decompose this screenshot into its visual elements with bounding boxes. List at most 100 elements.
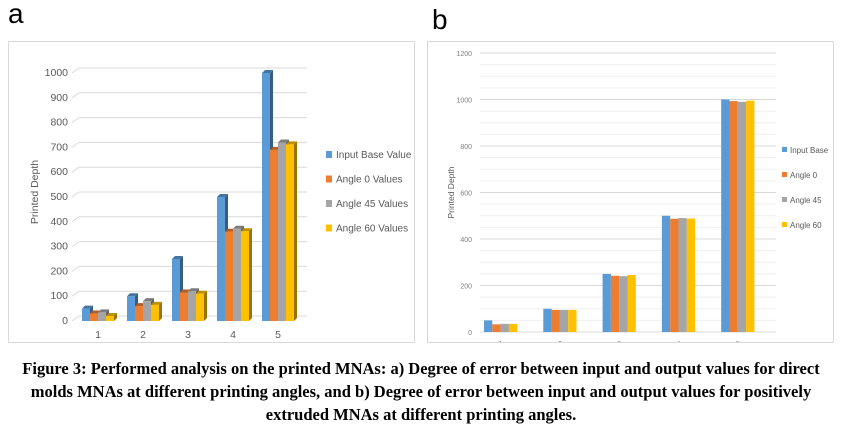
y-tick-label: 600 (460, 191, 472, 198)
gridline-wall (71, 67, 80, 74)
legend-swatch (326, 224, 332, 232)
y-tick-label: 300 (50, 241, 68, 253)
y-tick-label: 1000 (456, 98, 472, 105)
y-tick-label: 100 (50, 290, 68, 302)
x-tick-label: 1 (95, 329, 101, 341)
legend-swatch (782, 147, 787, 152)
bar-2-cat-4 (670, 218, 679, 332)
y-tick-label: 600 (50, 166, 68, 178)
legend-swatch (326, 200, 332, 207)
bar-1-cat-5 (262, 73, 270, 321)
x-tick-label: 5 (736, 341, 740, 342)
bar-top (233, 225, 244, 229)
x-tick-label: 3 (617, 341, 621, 342)
bar-2-cat-3 (610, 275, 620, 332)
gridline-wall (71, 141, 80, 148)
figure-caption: Figure 3: Performed analysis on the prin… (22, 359, 820, 424)
bar-side (294, 141, 297, 321)
bar-1-cat-3 (602, 273, 611, 332)
bar-top (172, 256, 183, 259)
bar-top (143, 298, 154, 302)
chart-a-frame: 0 100 200 300 400 500 600 700 800 900 1000 Printed … (8, 41, 415, 343)
bar-side (114, 313, 117, 321)
chart-b: 0 200 400 600 800 1000 1200 Printed Depth 1 2 3 4 5 I… (446, 51, 829, 348)
legend-label: Angle 0 (790, 171, 818, 180)
bar-3-cat-2 (143, 301, 151, 321)
x-tick-label: 5 (275, 329, 281, 341)
bar-4-cat-1 (508, 323, 518, 332)
bar-3-cat-1 (500, 323, 509, 332)
bar-2-cat-1 (492, 324, 501, 332)
x-tick-label: 2 (140, 329, 146, 341)
bar-top (262, 70, 273, 73)
x-tick-label: 2 (558, 341, 562, 342)
legend-swatch (782, 222, 787, 227)
legend-label: Input Base Value (336, 150, 412, 161)
legend-label: Input Base (790, 146, 829, 155)
x-tick-label: 3 (185, 329, 191, 341)
bar-2-cat-3 (180, 292, 188, 321)
gridline-wall (71, 166, 80, 173)
bar-3-cat-4 (233, 228, 241, 321)
y-tick-label: 400 (50, 216, 68, 228)
bar-top (127, 293, 138, 297)
y-tick-label: 700 (50, 141, 68, 153)
legend-swatch (326, 175, 332, 183)
bar-2-cat-1 (90, 313, 98, 321)
bar-3-cat-3 (188, 291, 196, 321)
y-tick-label: 800 (460, 144, 472, 151)
panel-label-a: a (8, 0, 24, 29)
x-tick-label: 1 (499, 341, 503, 342)
y-tick-label: 0 (62, 315, 68, 327)
gridline-wall (71, 290, 80, 297)
bar-4-cat-2 (151, 304, 159, 321)
bar-1-cat-1 (82, 308, 90, 321)
x-tick-label: 4 (230, 329, 236, 341)
bar-top (82, 305, 93, 309)
bar-1-cat-2 (127, 296, 135, 321)
bar-top (217, 194, 228, 197)
y-tick-label: 200 (50, 265, 68, 277)
bar-top (151, 301, 162, 305)
bar-1-cat-5 (721, 99, 730, 332)
bar-3-cat-5 (737, 101, 747, 332)
legend-label: Angle 60 (790, 221, 822, 230)
gridline-wall (71, 265, 80, 272)
bar-3-cat-4 (678, 218, 687, 332)
gridline-wall (71, 216, 80, 223)
bar-4-cat-5 (746, 100, 755, 332)
bar-top (286, 141, 297, 145)
legend-label: Angle 0 Values (336, 175, 403, 186)
bar-4-cat-4 (686, 218, 696, 332)
y-tick-label: 1000 (45, 67, 69, 79)
y-tick-label: 1200 (456, 51, 472, 58)
bar-side (249, 228, 252, 321)
bar-2-cat-2 (551, 309, 560, 332)
gridline-wall (71, 315, 80, 322)
bar-top (106, 313, 117, 317)
bar-side (204, 290, 207, 321)
gridline-wall (71, 191, 80, 198)
legend-swatch (782, 172, 787, 177)
y-tick-label: 400 (460, 237, 472, 244)
gridline-wall (71, 117, 80, 124)
y-axis-title: Printed Depth (446, 166, 456, 218)
x-tick-label: 4 (677, 341, 681, 342)
bar-2-cat-4 (225, 231, 233, 321)
legend-label: Angle 45 Values (336, 199, 408, 210)
bar-1-cat-1 (484, 320, 493, 332)
bar-2-cat-2 (135, 306, 143, 321)
y-tick-label: 200 (460, 284, 472, 291)
y-tick-label: 500 (50, 191, 68, 203)
bar-4-cat-2 (568, 309, 577, 332)
chart-b-frame: 0 200 400 600 800 1000 1200 Printed Depth 1 2 3 4 5 I… (427, 41, 834, 348)
bar-1-cat-4 (661, 215, 671, 332)
bar-1-cat-2 (543, 308, 552, 332)
bar-2-cat-5 (270, 149, 278, 321)
gridline-wall (71, 92, 80, 99)
chart-a: 0 100 200 300 400 500 600 700 800 900 1000 Printed … (29, 67, 412, 341)
y-tick-label: 0 (468, 330, 472, 337)
bar-top (241, 228, 252, 232)
bar-3-cat-5 (278, 142, 286, 321)
bar-2-cat-5 (729, 101, 738, 332)
